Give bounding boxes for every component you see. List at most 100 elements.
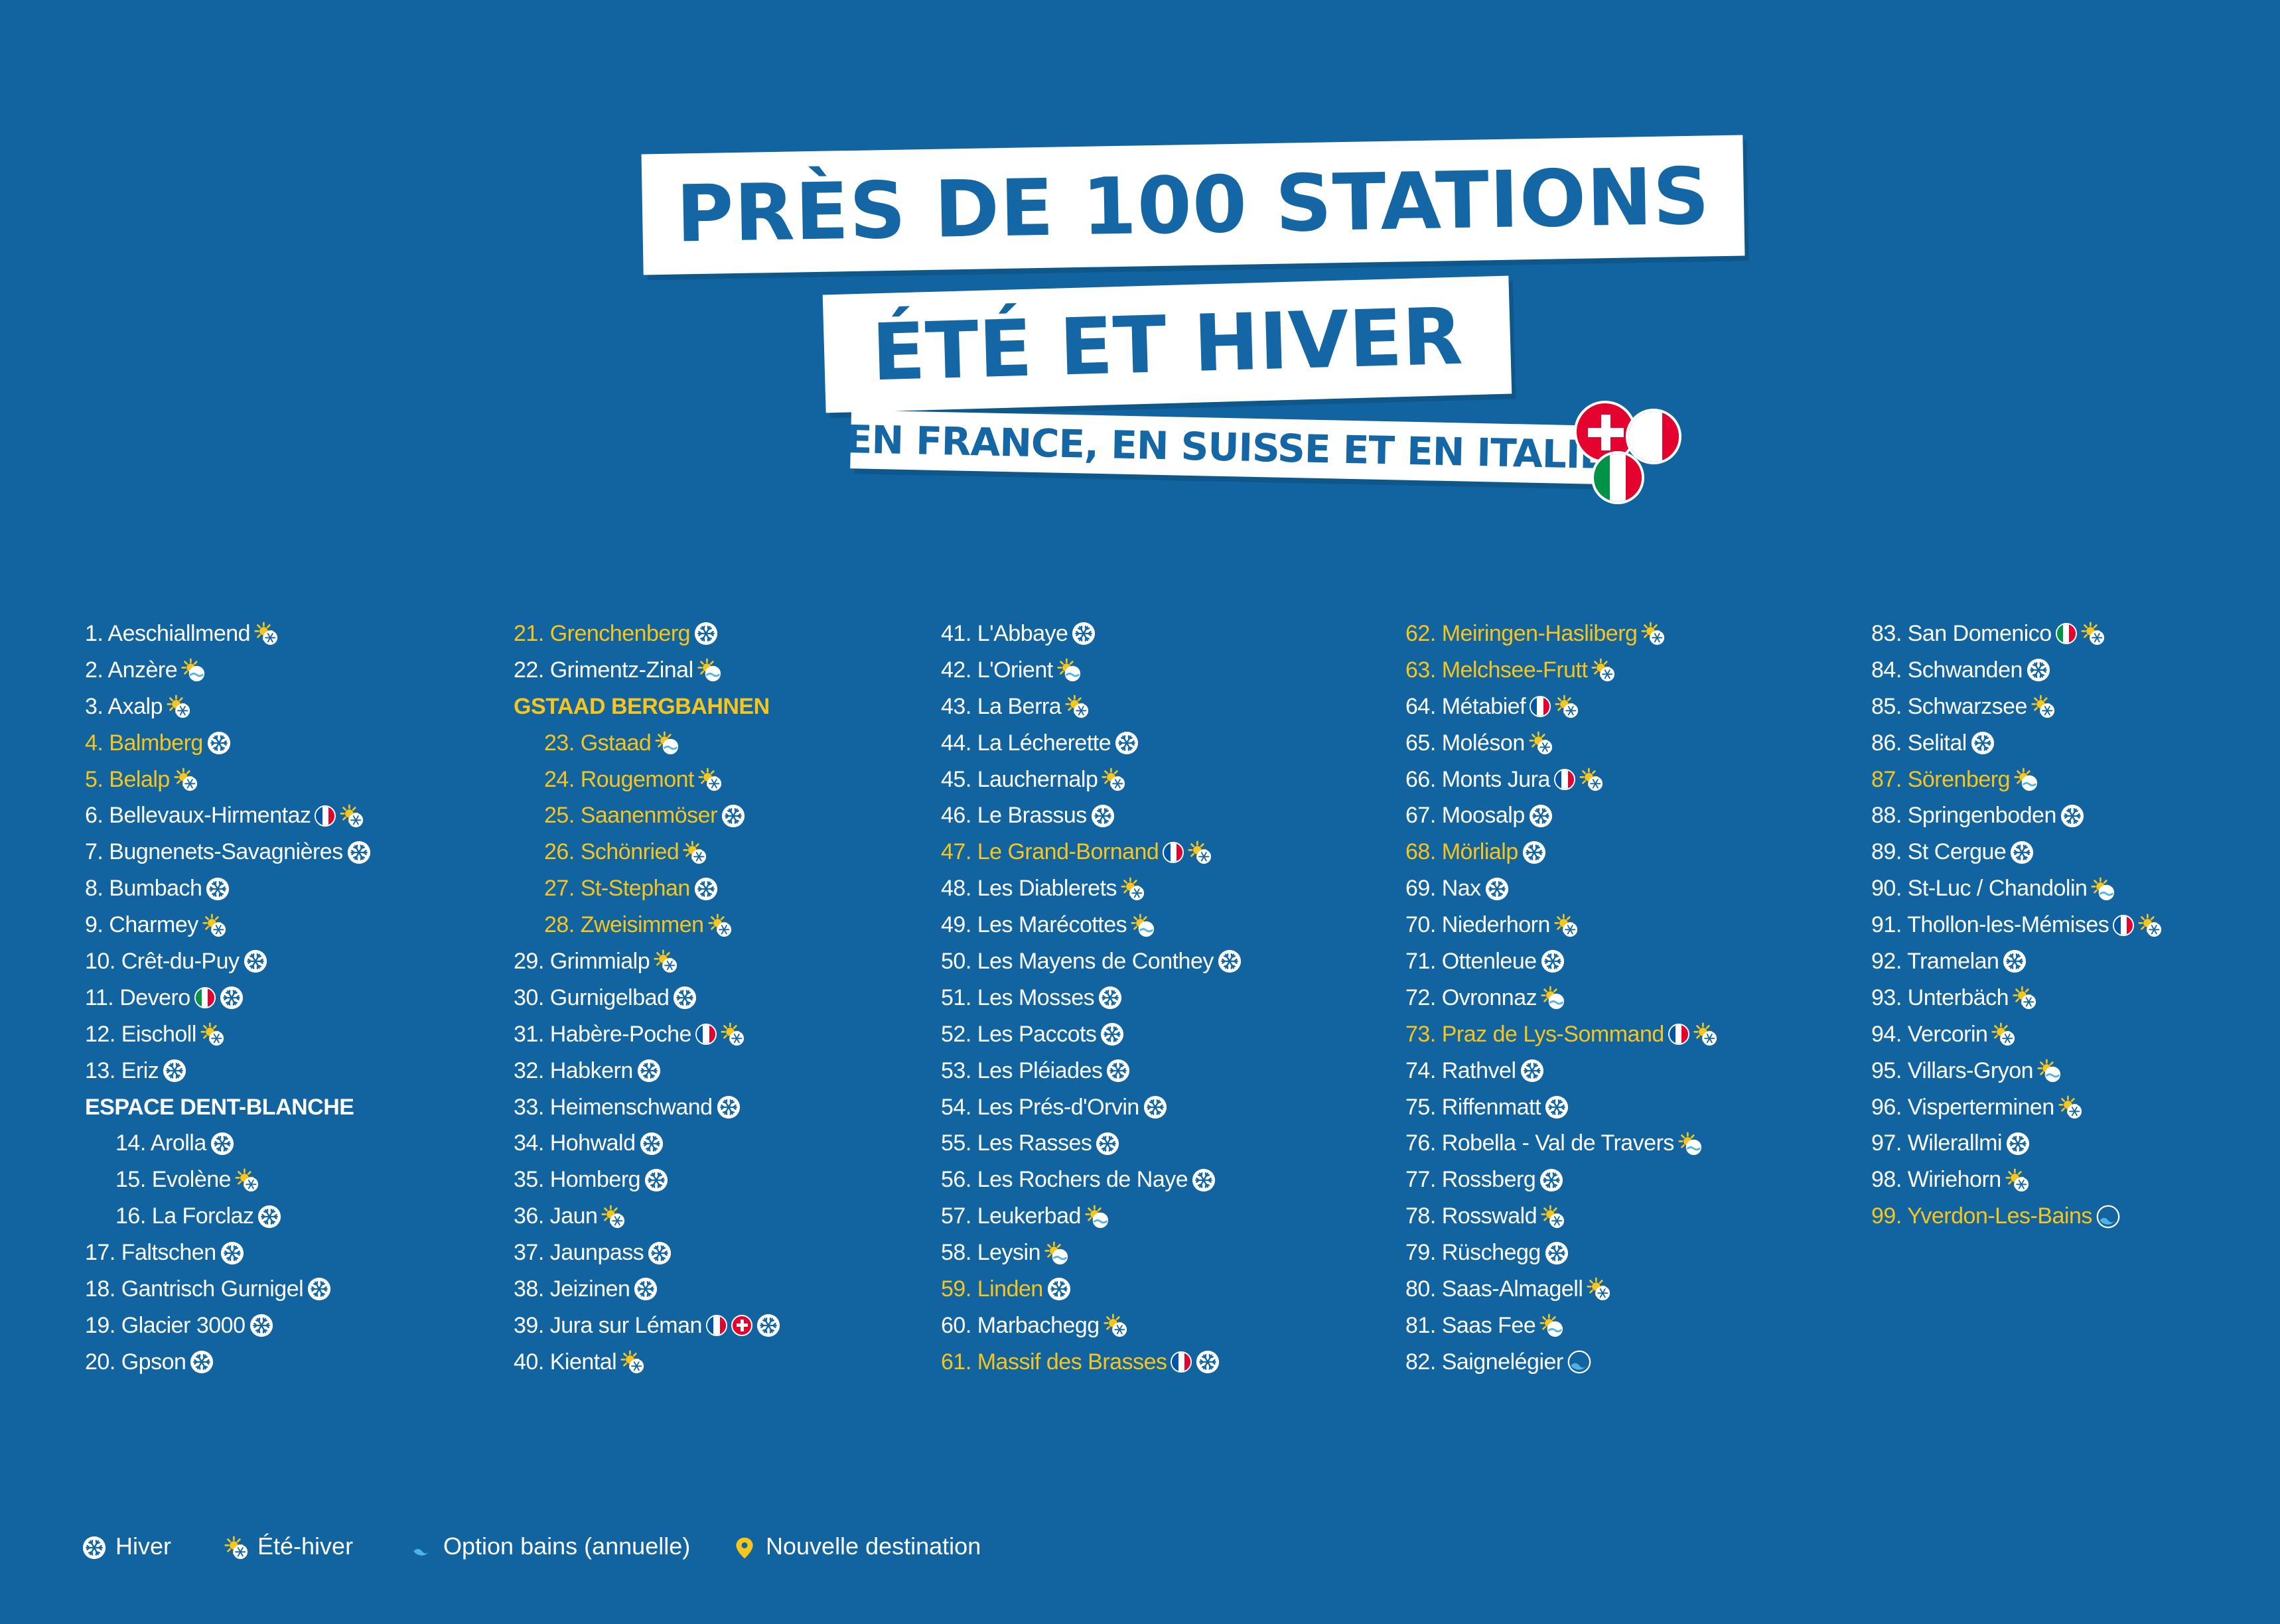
station-icons <box>721 804 745 828</box>
station-icons <box>194 986 244 1010</box>
station-icons <box>683 841 707 864</box>
station-name: 97. Wilerallmi <box>1871 1130 2003 1156</box>
station-icons <box>695 1022 745 1046</box>
winter-icon <box>258 1205 281 1228</box>
station-item: 29. Grimmialp <box>514 943 780 980</box>
station-icons <box>705 1314 780 1337</box>
station-name: 91. Thollon-les-Mémises <box>1871 912 2109 938</box>
station-item: 75. Riffenmatt <box>1405 1089 1717 1126</box>
station-item: 24. Rougemont <box>514 762 780 798</box>
station-item: 1. Aeschiallmend <box>85 616 371 652</box>
winter-icon <box>694 622 718 645</box>
legend-new-label: Nouvelle destination <box>766 1532 981 1560</box>
winter-icon <box>220 986 243 1010</box>
station-name: 43. La Berra <box>941 693 1062 719</box>
station-icons <box>1192 1168 1216 1192</box>
station-item: 83. San Domenico <box>1871 616 2162 652</box>
winter-icon <box>220 1241 244 1264</box>
station-icons <box>200 1022 224 1046</box>
station-name: 5. Belalp <box>85 766 170 792</box>
station-name: 33. Heimenschwand <box>514 1094 713 1120</box>
station-icons <box>2055 622 2105 645</box>
station-icons <box>1047 1277 1071 1301</box>
bath-icon <box>655 731 679 755</box>
flag-fr-icon <box>1163 841 1184 863</box>
station-name: 28. Zweisimmen <box>544 912 704 938</box>
station-name: 7. Bugnenets-Savagnières <box>85 839 343 865</box>
station-group-heading: ESPACE DENT-BLANCHE <box>85 1089 371 1126</box>
bath-icon <box>1085 1205 1109 1228</box>
summer-winter-icon <box>683 841 707 864</box>
station-name: 86. Selital <box>1871 730 1967 756</box>
station-name: 24. Rougemont <box>544 766 695 792</box>
station-icons <box>1163 841 1212 864</box>
station-name: 45. Lauchernalp <box>941 766 1098 792</box>
station-item: 67. Moosalp <box>1405 797 1717 834</box>
winter-icon <box>721 804 745 827</box>
station-item: 78. Rosswald <box>1405 1198 1717 1235</box>
station-name: 94. Vercorin <box>1871 1021 1988 1047</box>
station-item: 13. Eriz <box>85 1053 371 1089</box>
station-name: 58. Leysin <box>941 1240 1041 1266</box>
station-name: 22. Grimentz-Zinal <box>514 657 693 683</box>
winter-icon <box>717 1095 740 1119</box>
legend-summer-winter-label: Été-hiver <box>257 1532 354 1560</box>
winter-icon <box>1192 1168 1216 1191</box>
flag-it-icon <box>194 987 216 1009</box>
station-icons <box>1171 1350 1220 1374</box>
bath-icon <box>1541 986 1565 1010</box>
station-name: 26. Schönried <box>544 839 679 865</box>
wave-icon <box>410 1532 434 1560</box>
summer-winter-icon <box>1529 731 1552 755</box>
station-item: 56. Les Rochers de Naye <box>941 1162 1242 1198</box>
station-name: 9. Charmey <box>85 912 198 938</box>
station-icons <box>655 731 679 755</box>
station-icons <box>257 1205 281 1229</box>
station-item: 58. Leysin <box>941 1235 1242 1271</box>
station-item: 25. Saanenmöser <box>514 797 780 834</box>
station-name: 6. Bellevaux-Hirmentaz <box>85 803 311 829</box>
station-item: 45. Lauchernalp <box>941 762 1242 798</box>
station-name: 40. Kiental <box>514 1349 617 1375</box>
station-icons <box>1587 1277 1610 1301</box>
station-name: 1. Aeschiallmend <box>85 621 251 646</box>
station-item: 27. St-Stephan <box>514 870 780 907</box>
station-icons <box>2031 695 2055 718</box>
station-icons <box>1485 877 1509 901</box>
station-icons <box>1539 1168 1563 1192</box>
station-name: 89. St Cergue <box>1871 839 2007 865</box>
station-icons <box>1541 949 1565 973</box>
bath-icon <box>2037 1059 2061 1083</box>
station-name: 85. Schwarzsee <box>1871 693 2027 719</box>
station-icons <box>1044 1241 1068 1265</box>
station-icons <box>1554 914 1578 937</box>
station-icons <box>1971 731 1995 755</box>
flag-fr-icon <box>1530 696 1551 718</box>
station-icons <box>1545 1095 1569 1119</box>
bath-icon <box>1131 914 1155 937</box>
summer-winter-icon <box>1554 914 1578 937</box>
winter-icon <box>210 1132 234 1156</box>
station-item: 22. Grimentz-Zinal <box>514 652 780 689</box>
station-item: 43. La Berra <box>941 689 1242 725</box>
summer-winter-icon <box>340 804 364 827</box>
station-name: 77. Rossberg <box>1405 1167 1536 1193</box>
legend-new: Nouvelle destination <box>733 1532 981 1560</box>
station-icons <box>2091 877 2115 901</box>
winter-icon <box>1971 732 1994 755</box>
station-name: 73. Praz de Lys-Sommand <box>1405 1021 1664 1047</box>
station-name: 70. Niederhorn <box>1405 912 1550 938</box>
station-icons <box>1678 1132 1702 1156</box>
station-icons <box>1522 841 1546 864</box>
station-item: 33. Heimenschwand <box>514 1089 780 1126</box>
station-icons <box>694 877 718 901</box>
station-icons <box>347 841 371 864</box>
summer-winter-icon <box>254 622 278 645</box>
station-icons <box>307 1277 331 1301</box>
station-icons <box>163 1059 186 1083</box>
station-icons <box>694 622 718 645</box>
station-name: 55. Les Rasses <box>941 1130 1092 1156</box>
winter-icon <box>249 1314 273 1337</box>
station-icons <box>1529 804 1553 828</box>
station-item: 17. Faltschen <box>85 1235 371 1271</box>
